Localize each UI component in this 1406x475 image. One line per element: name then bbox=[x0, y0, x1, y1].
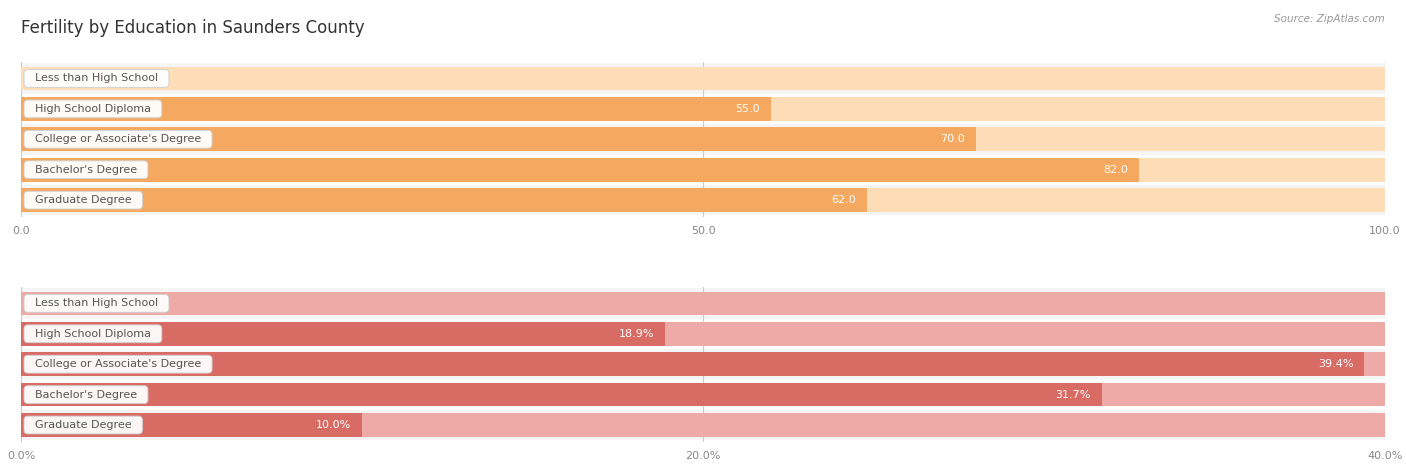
Text: Bachelor's Degree: Bachelor's Degree bbox=[28, 165, 143, 175]
Bar bbox=[21, 63, 1385, 94]
Text: 10.0%: 10.0% bbox=[316, 420, 352, 430]
Text: High School Diploma: High School Diploma bbox=[28, 329, 157, 339]
Text: 55.0: 55.0 bbox=[735, 104, 761, 114]
Text: Bachelor's Degree: Bachelor's Degree bbox=[28, 390, 143, 399]
Text: 62.0: 62.0 bbox=[831, 195, 856, 205]
Bar bbox=[21, 322, 1385, 346]
Text: High School Diploma: High School Diploma bbox=[28, 104, 157, 114]
Bar bbox=[21, 383, 1385, 407]
Bar bbox=[21, 127, 976, 151]
Bar bbox=[21, 288, 1385, 319]
Bar bbox=[21, 97, 772, 121]
Bar bbox=[21, 413, 1385, 437]
Bar bbox=[21, 188, 866, 212]
Text: 82.0: 82.0 bbox=[1104, 165, 1129, 175]
Bar bbox=[21, 380, 1385, 410]
Bar bbox=[21, 124, 1385, 154]
Bar bbox=[21, 413, 363, 437]
Text: 39.4%: 39.4% bbox=[1317, 359, 1354, 369]
Bar bbox=[21, 319, 1385, 349]
Bar bbox=[21, 158, 1385, 181]
Bar bbox=[21, 292, 1385, 315]
Bar bbox=[21, 352, 1385, 376]
Bar bbox=[21, 94, 1385, 124]
Bar bbox=[21, 66, 1385, 90]
Bar bbox=[21, 127, 1385, 151]
Text: 70.0: 70.0 bbox=[941, 134, 965, 144]
Text: Graduate Degree: Graduate Degree bbox=[28, 195, 139, 205]
Text: 18.9%: 18.9% bbox=[619, 329, 655, 339]
Text: Graduate Degree: Graduate Degree bbox=[28, 420, 139, 430]
Text: College or Associate's Degree: College or Associate's Degree bbox=[28, 134, 208, 144]
Text: Less than High School: Less than High School bbox=[28, 298, 165, 308]
Bar bbox=[21, 154, 1385, 185]
Bar bbox=[21, 352, 1364, 376]
Text: 0.0%: 0.0% bbox=[32, 298, 60, 308]
Text: Source: ZipAtlas.com: Source: ZipAtlas.com bbox=[1274, 14, 1385, 24]
Bar bbox=[21, 349, 1385, 380]
Text: Fertility by Education in Saunders County: Fertility by Education in Saunders Count… bbox=[21, 19, 364, 37]
Text: 0.0: 0.0 bbox=[32, 74, 49, 84]
Bar bbox=[21, 410, 1385, 440]
Bar bbox=[21, 97, 1385, 121]
Bar bbox=[21, 158, 1139, 181]
Text: 31.7%: 31.7% bbox=[1056, 390, 1091, 399]
Bar bbox=[21, 188, 1385, 212]
Bar bbox=[21, 383, 1102, 407]
Bar bbox=[21, 322, 665, 346]
Text: College or Associate's Degree: College or Associate's Degree bbox=[28, 359, 208, 369]
Text: Less than High School: Less than High School bbox=[28, 74, 165, 84]
Bar bbox=[21, 185, 1385, 215]
